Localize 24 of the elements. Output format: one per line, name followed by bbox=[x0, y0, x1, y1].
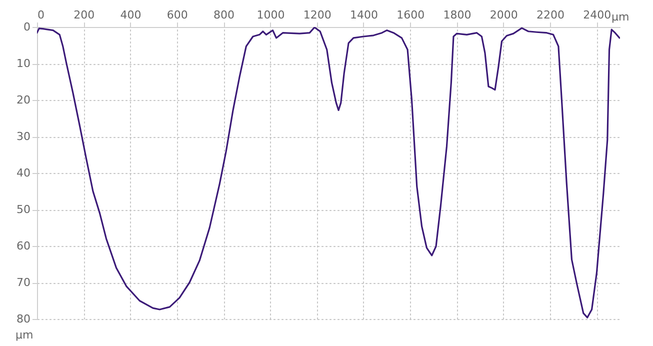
y-tick-label: 30 bbox=[16, 130, 30, 143]
y-tick-label: 20 bbox=[16, 94, 30, 106]
x-tick-label: 600 bbox=[166, 8, 188, 22]
x-tick-label: 2200 bbox=[536, 8, 565, 22]
x-tick-label: 400 bbox=[120, 8, 142, 22]
y-tick-label: 10 bbox=[16, 57, 30, 70]
x-tick-label: 200 bbox=[74, 8, 95, 22]
x-axis-title: µm bbox=[612, 10, 630, 24]
x-tick-label: 1800 bbox=[443, 8, 472, 22]
x-tick-label: 0 bbox=[38, 8, 44, 22]
y-tick-label: 60 bbox=[16, 240, 30, 252]
y-tick-label: 50 bbox=[16, 203, 30, 216]
y-tick-label: 70 bbox=[16, 276, 30, 289]
x-tick-label: 800 bbox=[214, 8, 235, 22]
x-tick-label: 1600 bbox=[396, 8, 425, 22]
x-tick-label: 1200 bbox=[303, 8, 332, 22]
x-tick-label: 1400 bbox=[350, 8, 378, 22]
y-tick-label: 0 bbox=[24, 20, 30, 34]
y-tick-label: 80 bbox=[16, 312, 30, 326]
y-axis-title: µm bbox=[16, 328, 34, 342]
y-tick-label: 40 bbox=[16, 166, 30, 180]
x-tick-label: 2000 bbox=[490, 8, 518, 22]
x-tick-label: 1000 bbox=[256, 8, 285, 22]
x-tick-label: 2400 bbox=[583, 8, 612, 22]
